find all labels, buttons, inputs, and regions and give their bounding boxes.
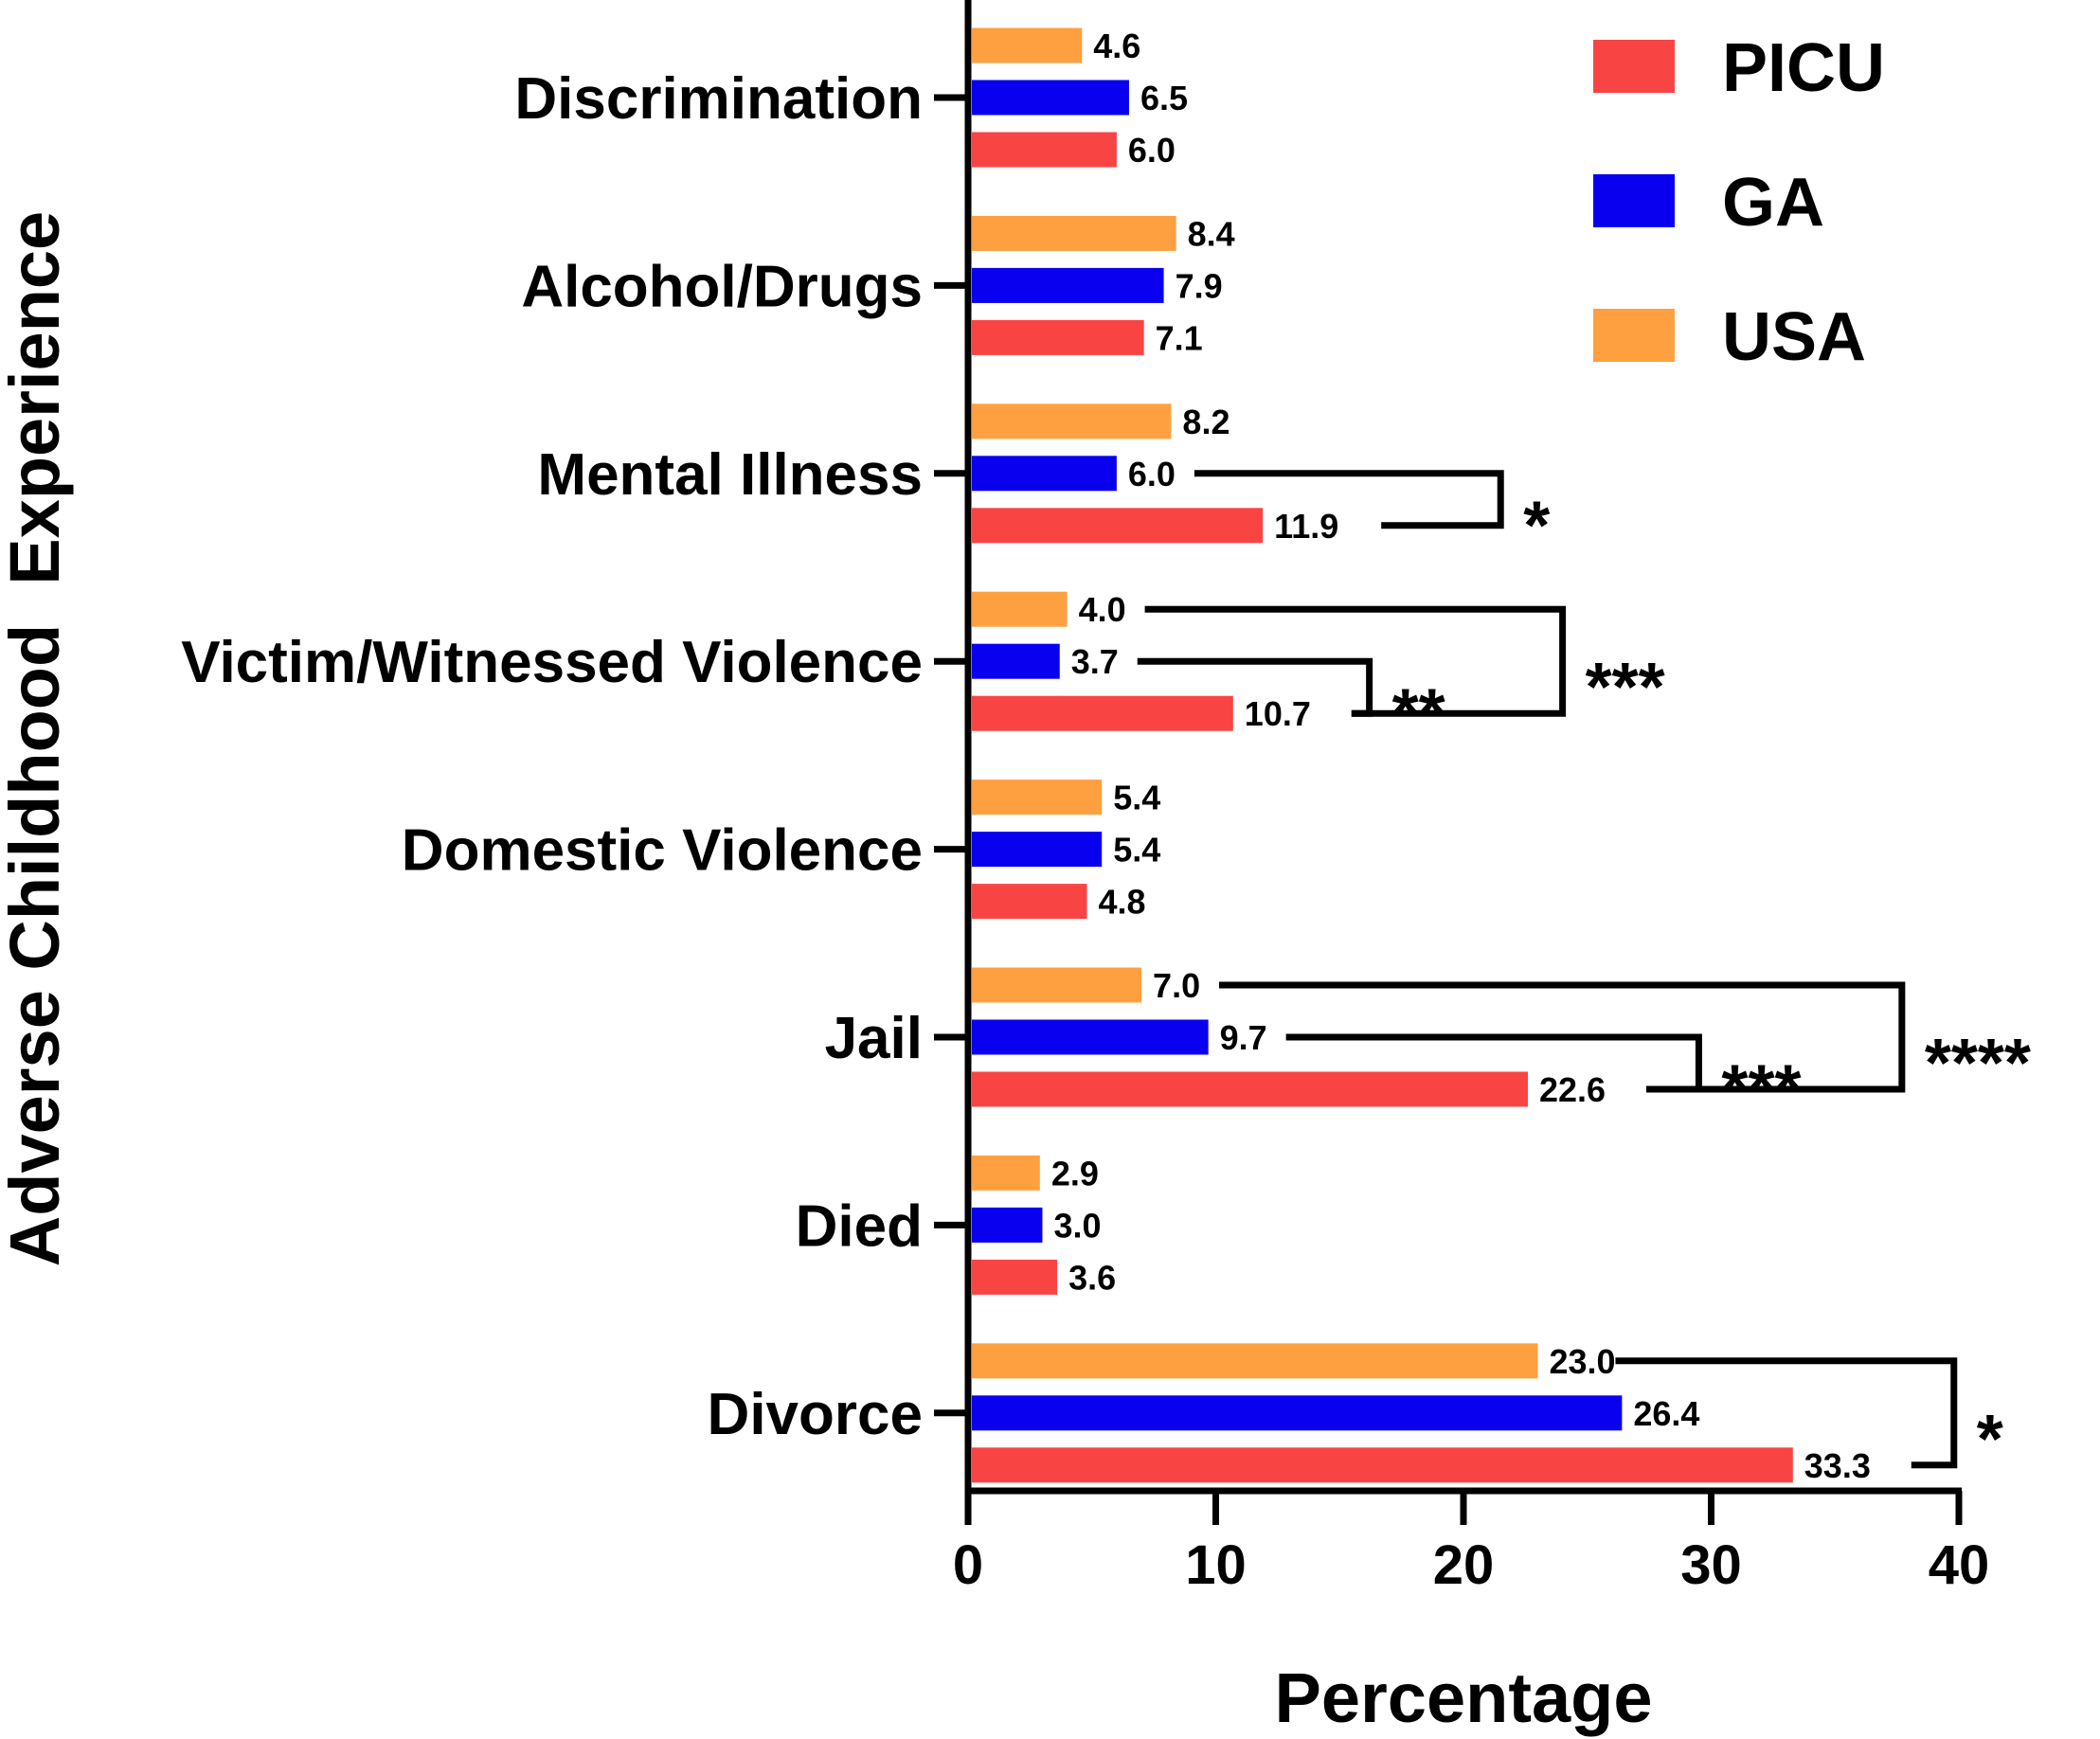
x-axis-title: Percentage — [1275, 1658, 1653, 1737]
bar-usa-jail — [972, 967, 1142, 1003]
bar-picu-discrimination — [972, 132, 1117, 168]
category-label-domestic-violence: Domestic Violence — [402, 818, 923, 884]
significance-layer: *** ****** ***** — [1137, 470, 2031, 1478]
data-label-ga-victim-witnessed-violence: 3.7 — [1071, 642, 1119, 681]
data-label-usa-domestic-violence: 5.4 — [1113, 779, 1160, 817]
x-tick-label-20: 20 — [1433, 1534, 1495, 1596]
bar-picu-victim-witnessed-violence — [972, 695, 1233, 731]
data-label-picu-domestic-violence: 4.8 — [1099, 883, 1146, 922]
data-label-ga-domestic-violence: 5.4 — [1113, 831, 1160, 870]
axes-layer: Percentage Adverse Childhood Experience … — [0, 0, 1989, 1737]
bar-picu-jail — [972, 1071, 1528, 1107]
bars-layer: 4.6 8.4 8.2 4.0 5.4 7.0 2.9 23.0 6.5 7.9 6.0 3.7 5.4… — [972, 27, 1871, 1485]
x-tick-label-30: 30 — [1680, 1534, 1742, 1596]
bar-ga-died — [972, 1207, 1043, 1243]
significance-label-divorce-usa-picu: * — [1977, 1402, 2003, 1478]
data-label-usa-jail: 7.0 — [1153, 966, 1200, 1005]
x-tick-label-40: 40 — [1929, 1534, 1990, 1596]
legend-swatch-picu — [1593, 40, 1675, 93]
bar-ga-mental-illness — [972, 456, 1117, 492]
bar-picu-mental-illness — [972, 508, 1264, 544]
data-label-usa-victim-witnessed-violence: 4.0 — [1079, 590, 1126, 629]
data-label-usa-alcohol-drugs: 8.4 — [1188, 214, 1235, 253]
legend-label-ga: GA — [1722, 165, 1824, 241]
data-label-picu-divorce: 33.3 — [1804, 1446, 1871, 1485]
bar-ga-discrimination — [972, 80, 1129, 116]
bar-usa-mental-illness — [972, 403, 1172, 439]
category-label-victim-witnessed-violence: Victim/Witnessed Violence — [181, 630, 923, 695]
x-tick-label-10: 10 — [1185, 1534, 1247, 1596]
significance-bracket-divorce-usa-picu — [1615, 1357, 1958, 1469]
category-label-alcohol-drugs: Alcohol/Drugs — [521, 254, 923, 319]
bar-usa-victim-witnessed-violence — [972, 591, 1068, 627]
data-label-usa-discrimination: 4.6 — [1093, 27, 1140, 65]
bar-ga-divorce — [972, 1395, 1623, 1431]
significance-bracket-mental-illness-ga-picu — [1194, 470, 1504, 529]
bar-ga-jail — [972, 1019, 1209, 1055]
data-label-usa-mental-illness: 8.2 — [1182, 403, 1229, 441]
bar-ga-alcohol-drugs — [972, 267, 1164, 303]
legend-label-picu: PICU — [1722, 30, 1885, 106]
data-label-picu-discrimination: 6.0 — [1128, 131, 1176, 170]
category-label-divorce: Divorce — [708, 1382, 923, 1447]
bar-usa-discrimination — [972, 27, 1083, 63]
bar-picu-died — [972, 1259, 1058, 1295]
data-label-ga-mental-illness: 6.0 — [1128, 455, 1176, 493]
y-axis-title: Adverse Childhood Experience — [0, 211, 74, 1266]
data-label-picu-died: 3.6 — [1068, 1258, 1116, 1297]
data-label-usa-died: 2.9 — [1051, 1154, 1099, 1192]
significance-label-jail-usa-picu: **** — [1925, 1026, 2031, 1102]
legend: PICU GA USA — [1593, 30, 1885, 375]
category-label-mental-illness: Mental Illness — [537, 442, 923, 508]
data-label-usa-divorce: 23.0 — [1549, 1342, 1615, 1381]
bar-picu-alcohol-drugs — [972, 319, 1144, 355]
category-label-jail: Jail — [825, 1006, 923, 1071]
significance-bracket-jail-usa-picu — [1219, 981, 1906, 1093]
bar-picu-domestic-violence — [972, 884, 1087, 920]
bar-picu-divorce — [972, 1447, 1793, 1483]
significance-label-victim-witnessed-violence-usa-picu: *** — [1586, 650, 1665, 726]
bar-ga-victim-witnessed-violence — [972, 643, 1060, 679]
data-label-ga-discrimination: 6.5 — [1140, 79, 1188, 117]
data-label-ga-jail: 9.7 — [1220, 1018, 1267, 1057]
legend-swatch-usa — [1593, 309, 1675, 362]
bar-usa-domestic-violence — [972, 780, 1103, 816]
data-label-ga-divorce: 26.4 — [1633, 1394, 1699, 1433]
data-label-ga-died: 3.0 — [1053, 1206, 1101, 1245]
legend-swatch-ga — [1593, 174, 1675, 227]
category-label-died: Died — [796, 1193, 923, 1259]
significance-bracket-victim-witnessed-violence-usa-picu — [1144, 605, 1567, 717]
category-label-discrimination: Discrimination — [514, 66, 923, 132]
x-tick-label-0: 0 — [953, 1534, 983, 1596]
data-label-picu-mental-illness: 11.9 — [1274, 507, 1338, 546]
significance-label-mental-illness-ga-picu: * — [1523, 488, 1550, 564]
data-label-picu-jail: 22.6 — [1539, 1070, 1606, 1109]
bar-usa-divorce — [972, 1343, 1538, 1379]
data-label-picu-victim-witnessed-violence: 10.7 — [1245, 694, 1311, 733]
legend-label-usa: USA — [1722, 299, 1866, 375]
data-label-ga-alcohol-drugs: 7.9 — [1176, 266, 1223, 305]
bar-ga-domestic-violence — [972, 832, 1103, 868]
bar-usa-alcohol-drugs — [972, 215, 1176, 251]
bar-usa-died — [972, 1155, 1040, 1191]
data-label-picu-alcohol-drugs: 7.1 — [1156, 318, 1203, 357]
